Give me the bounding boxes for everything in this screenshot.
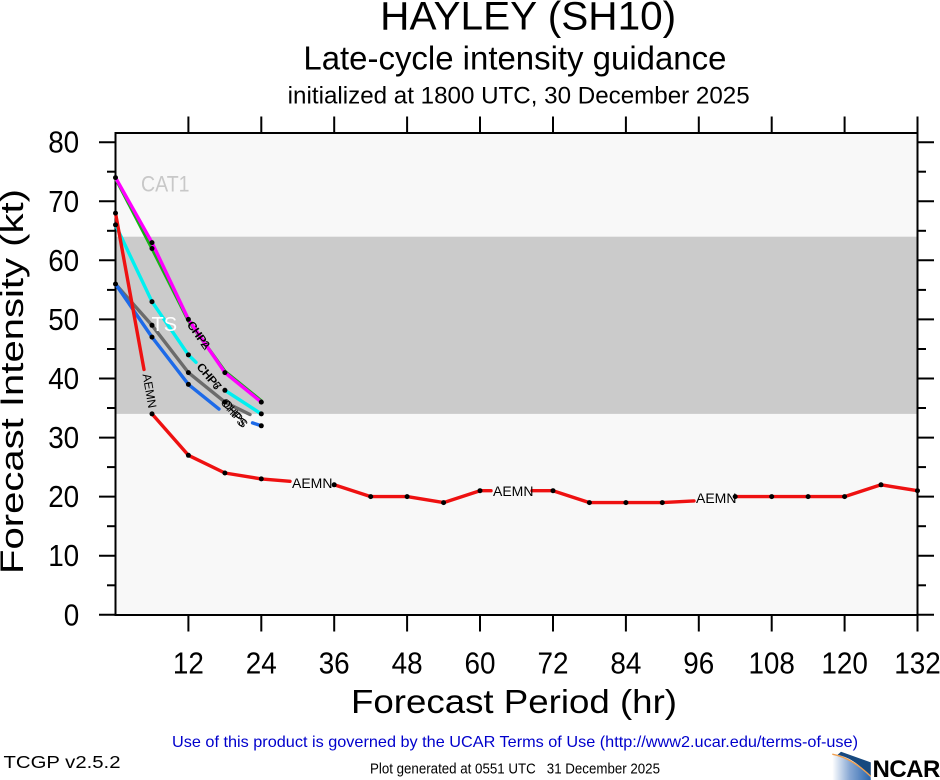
svg-text:132: 132 [894,646,940,681]
svg-text:Forecast Period (hr): Forecast Period (hr) [351,683,677,720]
svg-text:TS: TS [152,314,178,336]
svg-text:TCGP v2.5.2: TCGP v2.5.2 [4,752,121,772]
svg-text:48: 48 [392,646,423,681]
svg-text:Forecast Intensity (kt): Forecast Intensity (kt) [0,189,30,574]
svg-text:AEMN: AEMN [696,490,736,506]
svg-text:80: 80 [48,125,79,160]
svg-text:AEMN: AEMN [493,483,533,499]
svg-text:Late-cycle intensity guidance: Late-cycle intensity guidance [303,40,726,77]
svg-text:AEMN: AEMN [292,475,332,491]
svg-text:60: 60 [465,646,496,681]
svg-text:20: 20 [48,479,79,514]
svg-text:0: 0 [64,597,80,632]
svg-text:CAT1: CAT1 [141,172,190,197]
svg-text:24: 24 [246,646,277,681]
svg-text:50: 50 [48,302,79,337]
svg-text:40: 40 [48,361,79,396]
svg-text:AEMN: AEMN [140,373,160,410]
svg-text:12: 12 [173,646,204,681]
svg-text:NCAR: NCAR [873,756,940,780]
svg-text:36: 36 [319,646,350,681]
svg-text:120: 120 [821,646,868,681]
svg-text:Use of this product is governe: Use of this product is governed by the U… [172,734,858,751]
svg-text:84: 84 [610,646,641,681]
svg-text:initialized at 1800 UTC, 30 De: initialized at 1800 UTC, 30 December 202… [288,83,750,110]
svg-text:70: 70 [48,184,79,219]
svg-text:108: 108 [748,646,795,681]
svg-text:96: 96 [683,646,714,681]
svg-text:72: 72 [538,646,569,681]
svg-text:30: 30 [48,420,79,455]
svg-text:HAYLEY (SH10): HAYLEY (SH10) [380,0,676,39]
svg-text:60: 60 [48,243,79,278]
svg-text:10: 10 [48,538,79,573]
svg-text:Plot generated at 0551 UTC 3: Plot generated at 0551 UTC 31 December 2… [370,762,660,778]
